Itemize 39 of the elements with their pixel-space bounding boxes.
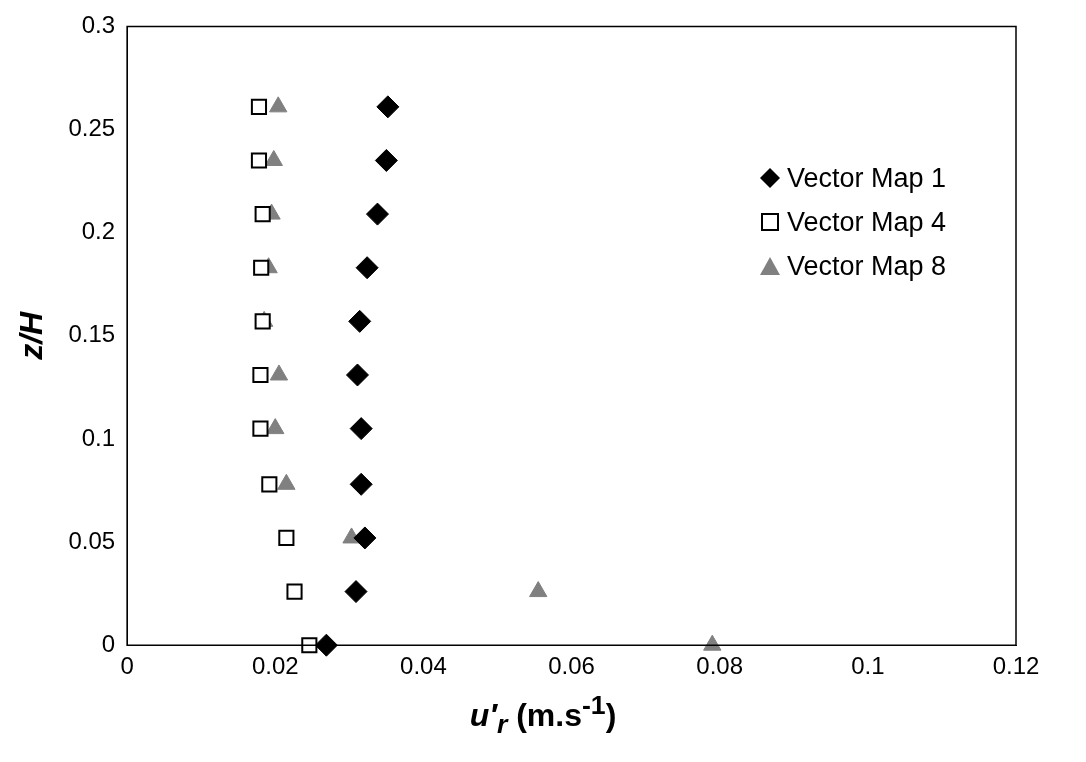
y-tick-label: 0.2 <box>81 217 116 245</box>
x-tick-label: 0.04 <box>400 652 447 680</box>
point <box>261 476 278 493</box>
legend-label: Vector Map 8 <box>787 250 947 284</box>
point <box>349 472 373 496</box>
point <box>252 420 269 437</box>
y-tick-label: 0 <box>101 629 116 657</box>
legend-label: Vector Map 1 <box>787 162 947 196</box>
point <box>374 148 398 172</box>
point <box>266 418 285 435</box>
point <box>376 95 400 119</box>
x-tick-label: 0.08 <box>696 652 744 680</box>
point <box>253 259 270 276</box>
point <box>344 580 368 604</box>
y-tick-label: 0.15 <box>68 320 116 348</box>
point <box>348 309 372 333</box>
legend-label: Vector Map 4 <box>787 206 947 240</box>
point <box>365 202 389 226</box>
point <box>254 206 271 223</box>
y-tick-label: 0.3 <box>81 11 116 39</box>
point <box>349 417 373 441</box>
point <box>353 526 377 550</box>
x-tick-label: 0.02 <box>251 652 299 680</box>
point <box>345 363 369 387</box>
y-tick-label: 0.1 <box>81 423 116 451</box>
x-tick-label: 0.06 <box>548 652 595 680</box>
x-tick-label: 0.1 <box>851 652 885 680</box>
point <box>529 581 548 598</box>
point <box>250 152 268 169</box>
x-tick-label: 0.12 <box>992 652 1040 680</box>
y-axis-title: z/H <box>13 310 50 361</box>
point <box>250 98 268 115</box>
point <box>355 256 379 280</box>
y-tick-label: 0.05 <box>68 526 116 554</box>
point <box>286 583 303 600</box>
y-tick-label: 0.25 <box>68 114 116 142</box>
point <box>278 529 295 547</box>
x-axis-title: u′$_{r}$ (m.s$^{-1}$) <box>468 690 618 741</box>
x-tick-label: 0 <box>120 652 134 680</box>
